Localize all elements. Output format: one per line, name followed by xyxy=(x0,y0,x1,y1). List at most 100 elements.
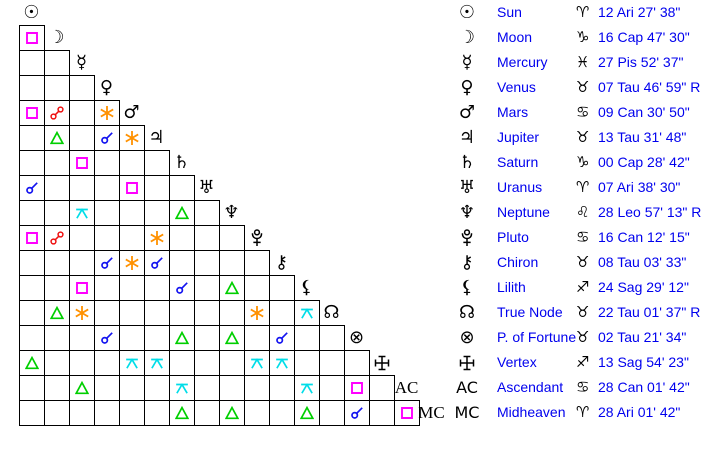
table-row-true-node: ☊ True Node ♉ 22 Tau 01' 37" R xyxy=(450,300,705,325)
aspect-cell-chiron-venus xyxy=(94,250,119,275)
aspect-cell-ascendant-jupiter xyxy=(144,375,169,400)
square-icon xyxy=(401,407,413,419)
aspect-cell-midheaven-lilith xyxy=(294,400,319,426)
sign-aries-icon: ♈ xyxy=(576,3,590,21)
aspect-cell-lilith-moon xyxy=(44,275,69,300)
aspect-cell-uranus-saturn xyxy=(169,175,195,200)
aspect-cell-midheaven-mars xyxy=(119,400,144,426)
planet-position: 22 Tau 01' 37" R xyxy=(598,304,701,320)
aspect-cell-p-of-fortune-venus xyxy=(94,325,119,350)
aspect-cell-pluto-mercury xyxy=(69,225,94,250)
grid-glyph-pluto-icon xyxy=(244,225,269,250)
sign-cancer-icon: ♋ xyxy=(576,378,590,396)
aspect-cell-ascendant-chiron xyxy=(269,375,294,400)
grid-glyph-mars-icon: ♂ xyxy=(123,102,140,123)
aspect-cell-pluto-jupiter xyxy=(144,225,169,250)
grid-glyph-ascendant-icon: AC xyxy=(394,378,419,397)
aspect-cell-uranus-moon xyxy=(44,175,69,200)
planet-position: 07 Ari 38' 30" xyxy=(598,179,681,195)
sign-taurus-icon: ♉ xyxy=(576,253,590,271)
aspect-cell-ascendant-neptune xyxy=(219,375,244,400)
aspect-cell-midheaven-sun xyxy=(19,400,44,426)
table-row-chiron: ⚷ Chiron ♉ 08 Tau 03' 33" xyxy=(450,250,705,275)
planet-position: 13 Tau 31' 48" xyxy=(598,129,687,145)
table-row-uranus: ♅ Uranus ♈ 07 Ari 38' 30" xyxy=(450,175,705,200)
aspect-cell-p-of-fortune-true-node xyxy=(319,325,345,350)
opposition-icon xyxy=(50,106,64,120)
table-row-moon: ☽ Moon ♑ 16 Cap 47' 30" xyxy=(450,25,705,50)
aspect-cell-vertex-saturn xyxy=(169,350,194,375)
aspect-cell-ascendant-pluto xyxy=(244,375,269,400)
sign-capricorn-icon: ♑ xyxy=(576,28,590,46)
aspect-cell-true-node-moon xyxy=(44,300,69,325)
quincunx-icon xyxy=(301,308,313,319)
quincunx-icon xyxy=(76,208,88,219)
aspect-cell-midheaven-neptune xyxy=(219,400,244,426)
aspect-cell-saturn-mercury xyxy=(69,150,94,175)
planet-glyph-saturn-icon: ♄ xyxy=(458,152,476,173)
aspect-cell-chiron-jupiter xyxy=(144,250,169,275)
aspect-cell-neptune-sun xyxy=(19,200,44,225)
conjunction-icon xyxy=(351,407,363,419)
planet-position: 28 Ari 01' 42" xyxy=(598,404,681,420)
aspect-cell-vertex-p-of-fortune xyxy=(344,350,370,375)
aspect-cell-chiron-uranus xyxy=(194,250,219,275)
aspect-cell-true-node-pluto xyxy=(244,300,269,325)
aspect-cell-pluto-neptune xyxy=(219,225,245,250)
aspect-cell-saturn-sun xyxy=(19,150,44,175)
aspect-cell-pluto-moon xyxy=(44,225,69,250)
conjunction-icon xyxy=(151,257,163,269)
aspect-cell-saturn-jupiter xyxy=(144,150,170,175)
aspect-cell-jupiter-moon xyxy=(44,125,69,150)
sign-cancer-icon: ♋ xyxy=(576,103,590,121)
table-row-mercury: ☿ Mercury ♓ 27 Pis 52' 37" xyxy=(450,50,705,75)
conjunction-icon xyxy=(176,282,188,294)
grid-glyph-jupiter-icon: ♃ xyxy=(148,127,165,148)
aspect-cell-neptune-jupiter xyxy=(144,200,169,225)
planet-name: Pluto xyxy=(497,229,529,245)
aspect-cell-mars-sun xyxy=(19,100,44,125)
aspect-cell-p-of-fortune-chiron xyxy=(269,325,294,350)
aspect-cell-lilith-mercury xyxy=(69,275,94,300)
aspect-cell-true-node-mercury xyxy=(69,300,94,325)
aspect-cell-saturn-mars xyxy=(119,150,144,175)
quincunx-icon xyxy=(276,358,288,369)
aspect-cell-midheaven-chiron xyxy=(269,400,294,426)
sign-taurus-icon: ♉ xyxy=(576,328,590,346)
aspect-cell-chiron-mars xyxy=(119,250,144,275)
conjunction-icon xyxy=(101,132,113,144)
aspect-cell-ascendant-saturn xyxy=(169,375,194,400)
aspect-cell-uranus-mercury xyxy=(69,175,94,200)
aspect-grid: ☉ ☽ ☿ ♀ ♂ ♃ ♄ ♅ ♆ ⚷ ⚸ ☊ ⊗ AC MC xyxy=(19,2,445,426)
aspect-cell-lilith-neptune xyxy=(219,275,244,300)
planet-position: 27 Pis 52' 37" xyxy=(598,54,684,70)
planet-position: 24 Sag 29' 12" xyxy=(598,279,689,295)
planet-position: 08 Tau 03' 33" xyxy=(598,254,687,270)
aspect-cell-true-node-venus xyxy=(94,300,119,325)
sign-aries-icon: ♈ xyxy=(576,403,590,421)
sextile-icon xyxy=(100,106,114,120)
planet-position: 12 Ari 27' 38" xyxy=(598,4,681,20)
aspect-cell-vertex-venus xyxy=(94,350,119,375)
planet-name: P. of Fortune xyxy=(497,329,577,345)
aspect-cell-true-node-mars xyxy=(119,300,144,325)
aspect-cell-pluto-saturn xyxy=(169,225,194,250)
table-row-neptune: ♆ Neptune ♌ 28 Leo 57' 13" R xyxy=(450,200,705,225)
planet-position: 00 Cap 28' 42" xyxy=(598,154,690,170)
table-row-midheaven: MC Midheaven ♈ 28 Ari 01' 42" xyxy=(450,400,705,425)
table-row-jupiter: ♃ Jupiter ♉ 13 Tau 31' 48" xyxy=(450,125,705,150)
planet-glyph-jupiter-icon: ♃ xyxy=(458,127,476,148)
aspect-cell-midheaven-mercury xyxy=(69,400,94,426)
aspect-cell-p-of-fortune-uranus xyxy=(194,325,219,350)
sign-cancer-icon: ♋ xyxy=(576,228,590,246)
planet-glyph-mars-icon: ♂ xyxy=(458,102,476,123)
aspect-cell-true-node-uranus xyxy=(194,300,219,325)
sign-taurus-icon: ♉ xyxy=(576,303,590,321)
aspect-cell-p-of-fortune-lilith xyxy=(294,325,319,350)
quincunx-icon xyxy=(251,358,263,369)
aspect-cell-pluto-mars xyxy=(119,225,144,250)
table-row-vertex: Vertex ♐ 13 Sag 54' 23" xyxy=(450,350,705,375)
planet-glyph-p-of-fortune-icon: ⊗ xyxy=(459,327,475,348)
grid-glyph-neptune-icon: ♆ xyxy=(223,202,240,223)
planet-name: Neptune xyxy=(497,204,550,220)
